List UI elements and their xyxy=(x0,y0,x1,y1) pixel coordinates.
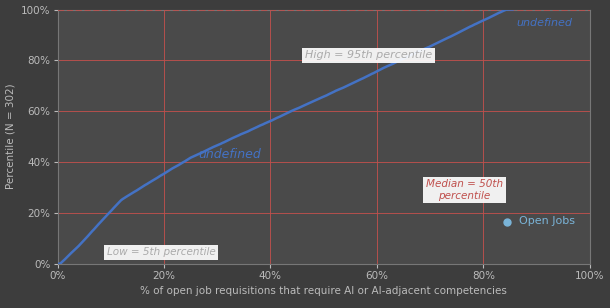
Text: Low = 5th percentile: Low = 5th percentile xyxy=(107,247,216,257)
Text: Median = 50th
percentile: Median = 50th percentile xyxy=(426,179,503,201)
Text: High = 95th percentile: High = 95th percentile xyxy=(305,50,432,60)
Text: undefined: undefined xyxy=(199,148,261,161)
X-axis label: % of open job requisitions that require AI or AI-adjacent competencies: % of open job requisitions that require … xyxy=(140,286,507,296)
Y-axis label: Percentile (N = 302): Percentile (N = 302) xyxy=(5,84,16,189)
Text: Open Jobs: Open Jobs xyxy=(520,217,575,226)
Text: undefined: undefined xyxy=(517,18,573,28)
